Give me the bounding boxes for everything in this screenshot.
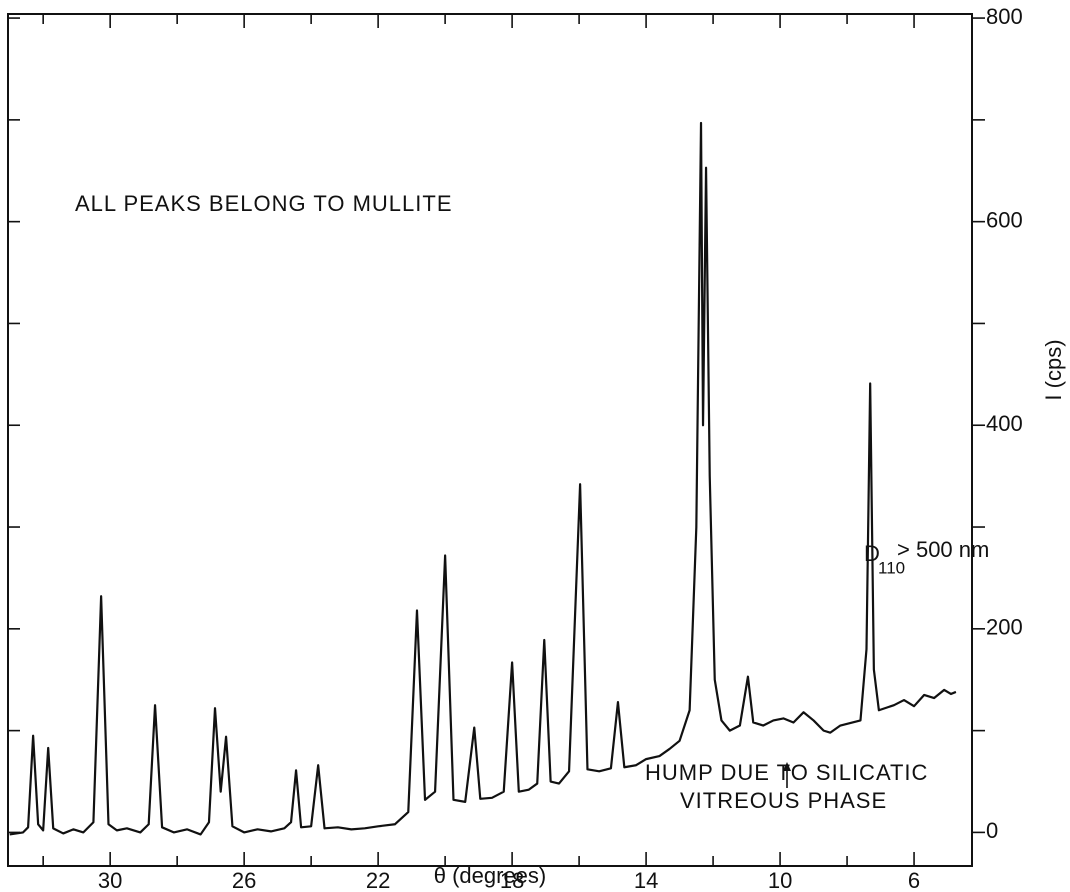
- annotation: VITREOUS PHASE: [680, 788, 887, 813]
- x-tick-label: 10: [768, 868, 792, 892]
- y-tick-label: 800: [986, 4, 1023, 29]
- x-axis-label: θ (degrees): [434, 863, 547, 888]
- annotation-symbol: D: [864, 541, 880, 566]
- annotation-arrowhead: [783, 762, 791, 771]
- plot-frame: [7, 13, 973, 867]
- y-tick-label: 400: [986, 411, 1023, 436]
- x-tick-label: 30: [98, 868, 122, 892]
- y-axis-label: I (cps): [1041, 339, 1066, 400]
- y-tick-label: 600: [986, 207, 1023, 232]
- y-tick-label: 200: [986, 615, 1023, 640]
- x-tick-label: 14: [634, 868, 658, 892]
- annotation: ALL PEAKS BELONG TO MULLITE: [75, 191, 453, 216]
- annotation-subscript: 110: [878, 558, 905, 577]
- annotation-suffix: > 500 nm: [897, 537, 989, 562]
- x-tick-label: 26: [232, 868, 256, 892]
- x-tick-label: 18: [500, 868, 524, 892]
- data-line: [9, 121, 957, 836]
- y-tick-label: 0: [986, 818, 998, 843]
- x-tick-label: 6: [908, 868, 920, 892]
- x-tick-label: 22: [366, 868, 390, 892]
- annotation: HUMP DUE TO SILICATIC: [645, 760, 928, 785]
